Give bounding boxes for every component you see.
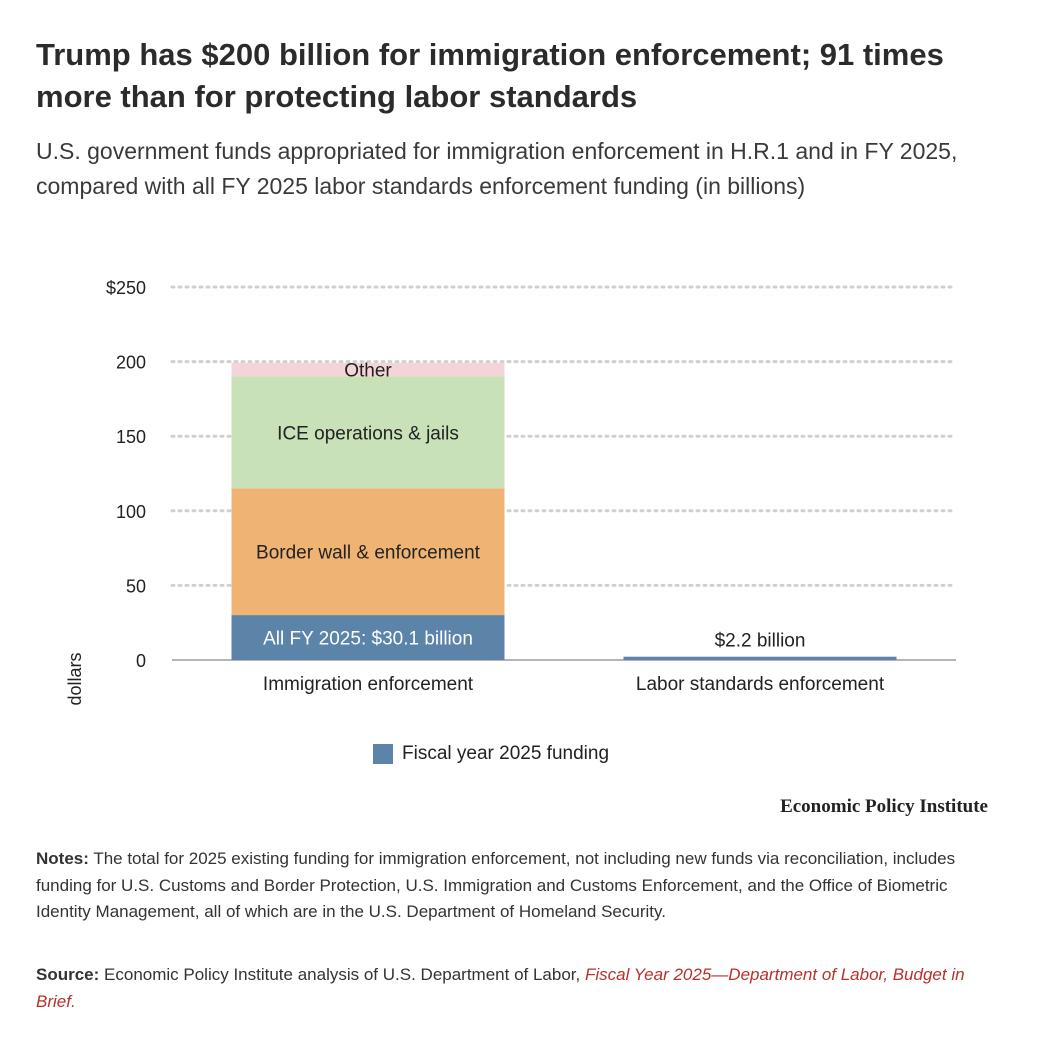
chart-subtitle: U.S. government funds appropriated for i… (36, 138, 958, 199)
y-tick-label: 0 (136, 651, 146, 671)
source: Source: Economic Policy Institute analys… (36, 962, 996, 1015)
y-axis-ticks: 0 50 100 150 200 $250 (106, 278, 146, 671)
y-tick-label: 100 (116, 502, 146, 522)
legend: Fiscal year 2025 funding (373, 741, 609, 767)
notes-label: Notes: (36, 849, 89, 868)
stacked-bar-chart: 0 50 100 150 200 $250 All FY 2025: $30.1 bill… (65, 278, 958, 710)
org-logo: Economic Policy Institute (780, 796, 988, 817)
data-label: $2.2 billion (715, 631, 806, 652)
y-tick-label: 150 (116, 427, 146, 447)
bar-segment (231, 488, 505, 616)
bar-segment (231, 362, 505, 377)
x-category-label: Labor standards enforcement (636, 674, 885, 695)
notes: Notes: The total for 2025 existing fundi… (36, 846, 996, 926)
y-tick-label: 200 (116, 353, 146, 373)
y-tick-label: $250 (106, 278, 146, 298)
source-label: Source: (36, 965, 100, 984)
data-label: ICE operations & jails (277, 423, 459, 444)
source-text: Economic Policy Institute analysis of U.… (99, 965, 585, 984)
chart-title: Trump has $200 billion for immigration e… (36, 37, 944, 114)
bar-segment (231, 615, 505, 660)
legend-swatch (373, 744, 393, 764)
data-label: Border wall & enforcement (256, 543, 481, 564)
y-tick-label: 50 (126, 576, 146, 596)
bar-segment (623, 656, 897, 660)
source-citation-link[interactable]: Fiscal Year 2025—Department of Labor, Bu… (36, 965, 965, 1011)
notes-text: The total for 2025 existing funding for … (36, 849, 956, 921)
x-category-label: Immigration enforcement (263, 674, 474, 695)
legend-label: Fiscal year 2025 funding (402, 743, 610, 764)
data-label: All FY 2025: $30.1 billion (263, 629, 473, 650)
y-axis-label: Billions of dollars (65, 652, 85, 710)
data-label: Other (344, 361, 392, 382)
x-axis-categories: Immigration enforcement Labor standards e… (263, 674, 885, 695)
bar-segment (231, 376, 505, 489)
bars: All FY 2025: $30.1 billion Border wall & … (231, 361, 897, 660)
